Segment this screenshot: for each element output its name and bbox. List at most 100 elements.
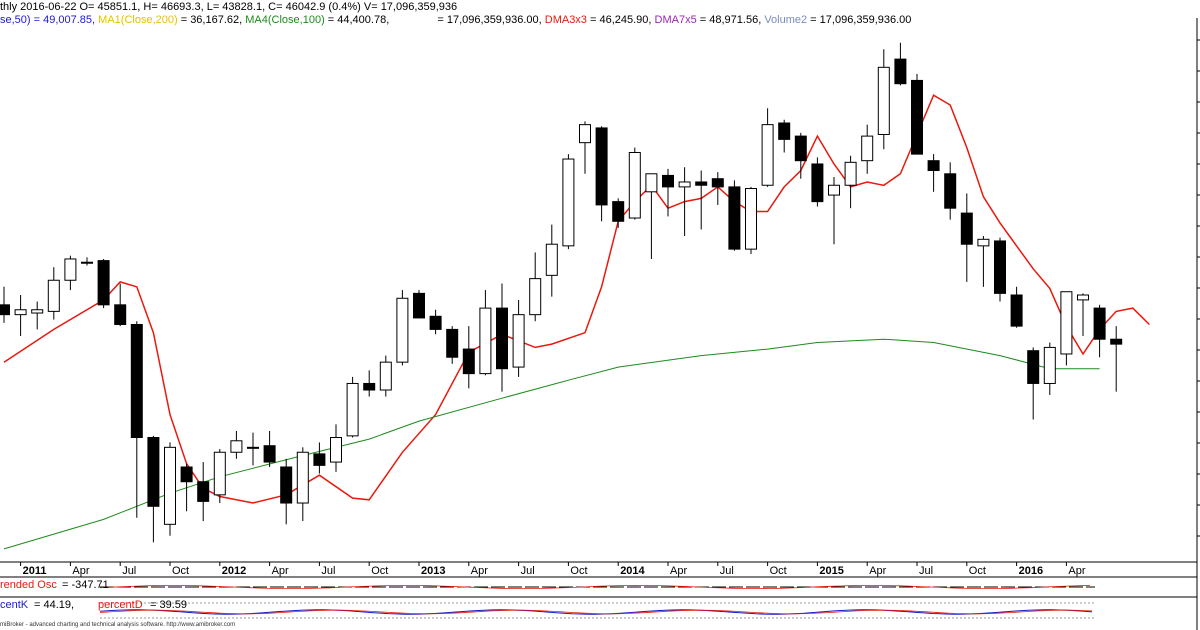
dma3-legend-label: DMA3x3 [544,14,587,26]
percentd-value: = 39.59 [150,599,187,611]
candle-body-up [678,181,691,188]
candle-body-up [977,238,990,247]
x-tick-label: Jul [122,565,136,577]
x-tick-label: Oct [770,565,787,577]
candle-body-down [462,348,475,375]
x-tick-label: 2012 [222,565,246,577]
candle-body-down [595,127,608,206]
candle-body-down [197,481,210,502]
candle-body-down [894,58,907,85]
candle-body-up [761,124,774,186]
candle-body-up [346,382,359,437]
candle-body-up [47,279,60,312]
candle-body-down [695,181,708,186]
candle-body-down [662,174,674,188]
candle-body-up [81,261,93,264]
x-tick-label: 2013 [421,565,445,577]
x-tick-label: Jul [521,565,535,577]
indicator-legend: se,50) = 49,007.85, MA1(Close,200) = 36,… [0,14,911,26]
candle-body-down [147,437,160,507]
candle-body-down [130,323,143,439]
x-tick-label: 2014 [620,565,645,577]
candle-body-up [877,66,890,135]
candle-body-up [545,243,558,276]
candle-body-up [330,437,342,463]
moving-average-layer [3,94,1150,550]
candle-body-up [296,451,309,504]
volume2-legend-label: Volume2 [764,14,808,26]
x-tick-label: Apr [471,565,488,577]
candle-body-up [396,297,409,363]
candle-layer [0,42,1123,543]
indicator-panels [99,585,1095,619]
x-tick-label: 2011 [23,565,47,577]
candle-body-down [496,307,508,370]
candle-body-up [579,124,591,144]
candle-body-down [1093,307,1106,340]
candle-body-up [828,184,840,196]
x-tick-label: Oct [371,565,388,577]
candle-body-down [429,315,442,330]
candle-body-up [1060,291,1073,355]
candle-body-up [861,135,874,162]
candle-body-up [1043,346,1056,384]
candle-body-down [313,453,326,466]
quote-header-text: thly 2016-06-22 O= 45851.1, H= 46693.3, … [0,1,458,13]
candle-body-down [1010,294,1023,327]
candle-body-down [927,160,940,172]
candle-body-down [960,212,973,245]
candle-body-down [280,466,293,504]
percentd-label: percentD [98,599,143,611]
x-tick-label: Oct [172,565,189,577]
ma1-legend-value: = 36,167.62, [177,14,243,26]
candle-body-down [1027,350,1040,384]
volume-legend-value: = 17,096,359,936.00, [437,14,542,26]
candle-body-up [844,161,857,186]
candle-body-up [379,361,392,391]
x-tick-label: Apr [869,565,886,577]
candle-body-up [628,151,641,219]
percentk-label: centK [0,599,29,611]
ma100-line [3,338,1100,550]
x-tick-label: 2015 [819,565,843,577]
candle-body-down [794,135,807,162]
ma1-legend-label: MA1(Close,200) [98,14,178,26]
osc-line [99,585,1091,589]
candle-body-up [14,309,27,316]
dma7-legend-label: DMA7x5 [654,14,697,26]
x-tick-label: Apr [670,565,687,577]
candle-body-up [512,314,525,368]
candle-body-down [612,201,625,222]
dma3-line [3,94,1150,504]
ma50-legend: se,50) = 49,007.85, [0,14,96,26]
candle-body-up [213,451,226,496]
x-tick-label: 2016 [1019,565,1043,577]
percentk-value: = 44.19, [34,599,74,611]
candle-body-down [413,292,425,319]
candle-body-up [31,309,44,314]
candle-body-up [1077,294,1089,301]
candle-body-down [97,260,110,306]
candle-body-up [247,446,259,449]
percentd-line [99,609,1093,615]
x-axis: 2011 Apr Jul Oct 2012 Apr Jul Oct 2013 Apr Jul Oct 2… [20,562,1086,577]
dma3-legend-value: = 46,245.90, [586,14,652,26]
candle-body-up [164,446,176,525]
candle-body-down [1110,338,1123,345]
x-tick-label: Apr [1068,565,1085,577]
quote-header: thly 2016-06-22 O= 45851.1, H= 46693.3, … [0,1,457,13]
candle-body-down [263,445,276,463]
osc-value: = -347.71 [62,579,109,591]
x-tick-label: Oct [969,565,986,577]
candle-body-down [911,79,923,155]
grid-layer [0,18,1200,630]
candle-body-up [645,173,658,193]
ma4-legend-label: MA4(Close,100) [245,14,325,26]
x-tick-label: Apr [272,565,289,577]
candle-body-down [711,178,724,188]
candle-body-down [114,304,127,325]
x-tick-label: Jul [720,565,734,577]
candle-body-down [944,173,957,209]
candle-body-up [64,258,77,281]
